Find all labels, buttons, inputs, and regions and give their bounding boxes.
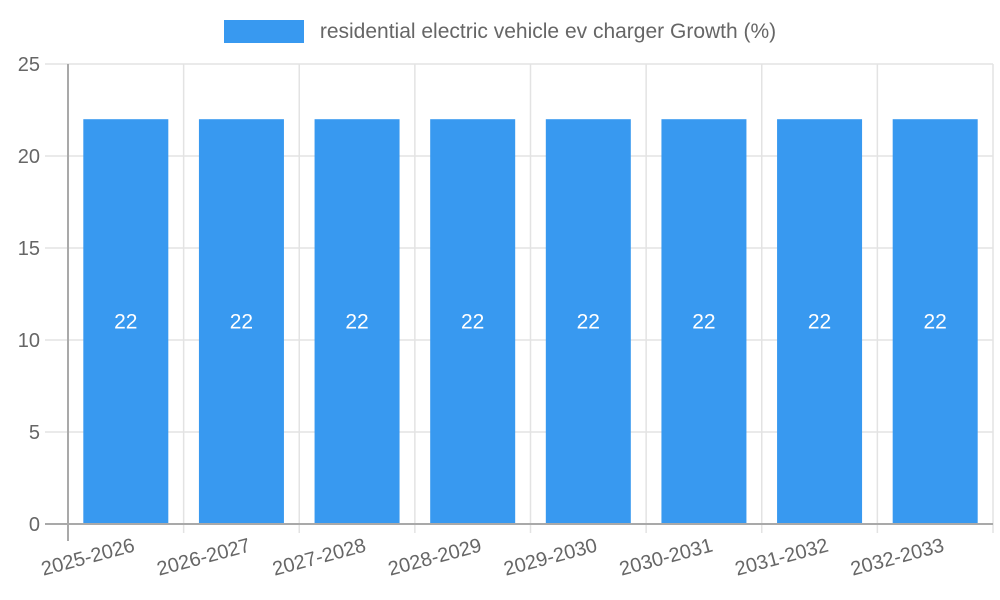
bar	[83, 119, 169, 524]
bar-value-label: 22	[692, 311, 715, 334]
bar-value-label: 22	[230, 311, 253, 334]
x-axis-tick-label: 2029-2030	[502, 535, 600, 581]
y-axis-tick-label: 5	[29, 422, 40, 444]
bar	[545, 119, 631, 524]
bar	[661, 119, 747, 524]
legend-series-label: residential electric vehicle ev charger …	[319, 20, 777, 43]
bar-value-label: 22	[461, 311, 484, 334]
bar-value-label: 22	[577, 311, 600, 334]
bar-value-label: 22	[114, 311, 137, 334]
bar-value-label: 22	[924, 311, 947, 334]
x-axis-tick-label: 2026-2027	[155, 535, 253, 581]
y-axis-tick-label: 15	[18, 238, 40, 260]
y-axis-tick-label: 20	[18, 146, 40, 168]
bar	[892, 119, 978, 524]
bar	[430, 119, 516, 524]
x-axis-tick-label: 2025-2026	[39, 535, 137, 581]
bar-value-label: 22	[345, 311, 368, 334]
legend-item[interactable]: residential electric vehicle ev charger …	[223, 20, 777, 43]
x-axis-tick-label: 2032-2033	[848, 535, 946, 581]
x-axis-tick-label: 2028-2029	[386, 535, 484, 581]
bar	[314, 119, 400, 524]
y-axis-tick-label: 0	[29, 514, 40, 536]
y-axis-tick-label: 25	[18, 54, 40, 76]
bar	[198, 119, 284, 524]
x-axis-tick-label: 2031-2032	[733, 535, 831, 581]
x-axis-tick-label: 2030-2031	[617, 535, 715, 581]
bar-value-label: 22	[808, 311, 831, 334]
y-axis-tick-label: 10	[18, 330, 40, 352]
bar	[777, 119, 863, 524]
legend-color-swatch	[223, 20, 304, 43]
chart-legend: residential electric vehicle ev charger …	[0, 20, 1000, 43]
x-axis-tick-label: 2027-2028	[270, 535, 368, 581]
